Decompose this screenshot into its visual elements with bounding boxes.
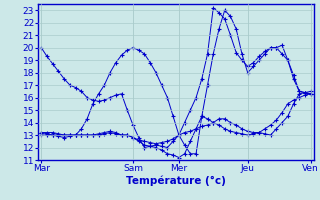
X-axis label: Température (°c): Température (°c) <box>126 176 226 186</box>
